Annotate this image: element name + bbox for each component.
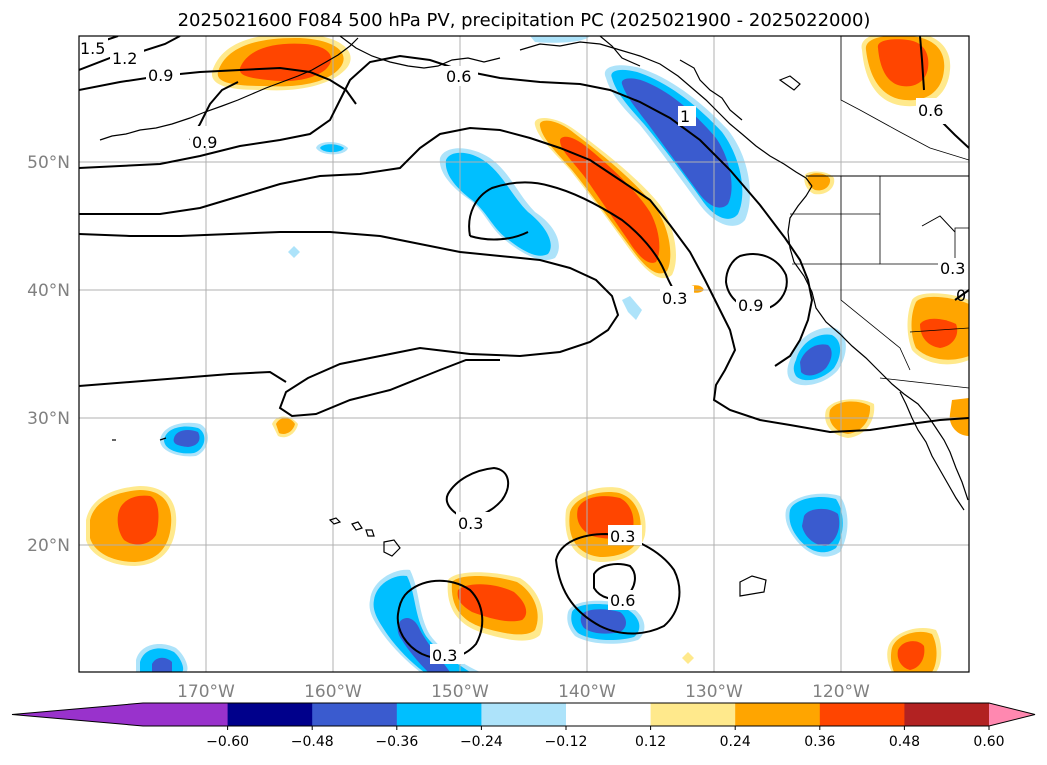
colorbar-tick-label: −0.36 [375,734,418,750]
colorbar-extend-high [989,703,1035,726]
contour-label: 0.3 [610,527,635,546]
contour-label: 0.3 [432,646,457,665]
pv-contours [79,36,969,660]
contour-label: 0.9 [192,133,217,152]
contour-label: 0.6 [918,101,943,120]
contour-label: 0.3 [458,514,483,533]
colorbar-segment [396,703,482,726]
lat-labels: 50°N 40°N 30°N 20°N [27,153,70,556]
contour-labels: 1.5 1.2 0.9 0.9 0.6 0.6 0.3 0.9 0.3 0.3 … [79,36,969,665]
colorbar-segment [143,703,229,726]
map-content: 1.5 1.2 0.9 0.9 0.6 0.6 0.3 0.9 0.3 0.3 … [79,36,969,672]
lat-label: 40°N [27,281,70,301]
colorbar-segment [904,703,990,726]
contour-label: 0.3 [940,259,965,278]
lat-label: 20°N [27,536,70,556]
coastlines [99,36,969,597]
contour-label: 0.9 [148,66,173,85]
colorbar-segment [735,703,821,726]
map-gridlines [79,36,969,672]
colorbar-tick-label: 0.24 [720,734,751,750]
lon-labels: 170°W 160°W 150°W 140°W 130°W 120°W [177,682,870,702]
colorbar-segment [227,703,313,726]
colorbar-tick-label: −0.12 [545,734,588,750]
colorbar-tick-label: 0.48 [889,734,920,750]
lon-label: 140°W [558,682,616,702]
contour-label: 0.9 [738,296,763,315]
colorbar-tick-label: −0.24 [460,734,503,750]
colorbar-segment [312,703,398,726]
contour-label: 1.2 [112,49,137,68]
precip-shading [86,36,969,672]
colorbar-extend-low [12,703,143,726]
contour-label: 0.6 [610,591,635,610]
map-frame [78,35,970,673]
colorbar-outline [11,702,1036,727]
contour-label: 1.5 [80,39,105,58]
lon-label: 170°W [177,682,235,702]
lat-label: 50°N [27,153,70,173]
contour-label: 0 [956,286,966,305]
contour-label: 0.6 [446,67,471,86]
colorbar: −0.60 −0.48 −0.36 −0.24 −0.12 0.12 0.24 0.36 0.4… [11,702,1036,750]
lon-label: 130°W [685,682,743,702]
lon-label: 120°W [812,682,870,702]
colorbar-segment [566,703,652,726]
colorbar-segment [650,703,736,726]
colorbar-segment [481,703,567,726]
colorbar-tick-label: 0.12 [635,734,666,750]
lon-label: 150°W [431,682,489,702]
colorbar-tick-label: −0.48 [291,734,334,750]
lat-label: 30°N [27,409,70,429]
contour-label: 1 [680,107,690,126]
colorbar-tick-label: 0.36 [804,734,835,750]
contour-label: 0.3 [662,289,687,308]
colorbar-segment [819,703,905,726]
lon-label: 160°W [304,682,362,702]
colorbar-tick-label: −0.60 [206,734,249,750]
colorbar-tick-label: 0.60 [973,734,1004,750]
figure-title: 2025021600 F084 500 hPa PV, precipitatio… [178,10,871,31]
